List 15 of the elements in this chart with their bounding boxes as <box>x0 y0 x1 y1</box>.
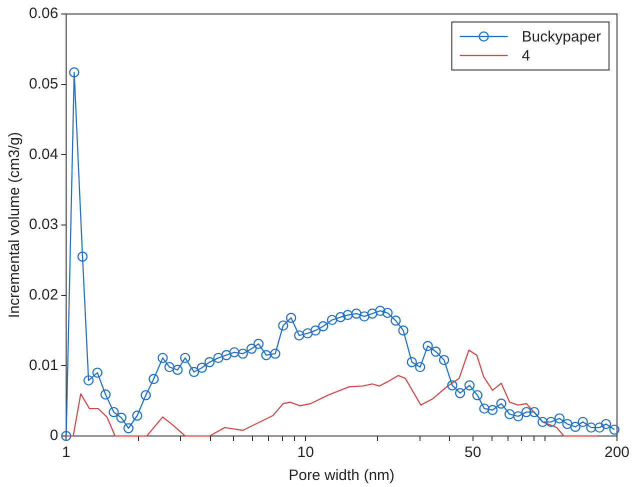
x-axis-title: Pore width (nm) <box>288 467 395 484</box>
x-tick-label: 1 <box>62 444 70 462</box>
legend-label: 4 <box>522 48 530 65</box>
y-tick-label: 0.03 <box>28 216 58 234</box>
y-tick-label: 0 <box>50 427 58 444</box>
legend-label: Buckypaper <box>522 28 602 46</box>
x-tick-label: 200 <box>604 444 630 462</box>
y-tick-label: 0.01 <box>28 356 58 374</box>
y-tick-label: 0.04 <box>28 146 58 163</box>
y-tick-label: 0.05 <box>28 75 58 92</box>
y-axis-title: Incremental volume (cm3/g) <box>6 132 24 318</box>
x-tick-label: 10 <box>297 444 314 462</box>
y-tick-label: 0.02 <box>28 286 58 304</box>
y-tick-label: 0.06 <box>28 5 58 22</box>
x-tick-label: 50 <box>464 444 482 462</box>
